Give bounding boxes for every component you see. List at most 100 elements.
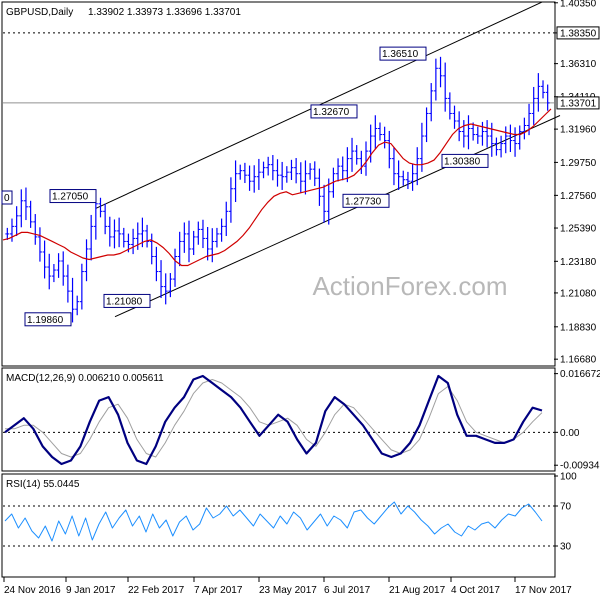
- price-bar: [117, 217, 122, 248]
- current-price-label: 1.33701: [560, 98, 597, 109]
- price-bar: [61, 251, 66, 286]
- price-bar: [266, 156, 271, 176]
- price-bar: [317, 168, 322, 206]
- rsi-title: RSI(14) 55.0445: [6, 479, 80, 490]
- annotation-label: 1.32670: [313, 107, 350, 118]
- price-annotation: 1.27050: [49, 189, 97, 204]
- price-bar: [84, 239, 89, 282]
- resistance-label: 1.38350: [560, 28, 597, 39]
- price-bar: [401, 170, 406, 186]
- x-tick-label: 7 Apr 2017: [194, 585, 243, 596]
- price-bar: [177, 231, 182, 267]
- price-bar: [191, 230, 196, 255]
- macd-tick-label: 0.016672: [560, 369, 600, 380]
- annotation-label: 1.19860: [27, 315, 64, 326]
- price-bar: [308, 163, 313, 180]
- price-bar: [219, 218, 224, 242]
- price-annotation: 1.30380: [441, 153, 489, 168]
- price-bar: [252, 165, 257, 193]
- price-bar: [312, 161, 317, 187]
- price-tick-label: 1.29750: [560, 158, 597, 169]
- price-bar: [508, 124, 513, 153]
- x-tick-label: 21 Aug 2017: [389, 585, 446, 596]
- price-bar: [350, 137, 355, 172]
- annotation-box: [103, 293, 151, 308]
- x-tick-label: 24 Nov 2016: [4, 585, 61, 596]
- current-price-box: [556, 96, 600, 110]
- price-bar: [452, 105, 457, 129]
- macd-signal-line: [5, 379, 543, 458]
- x-tick-label: 23 May 2017: [259, 585, 317, 596]
- price-bar: [373, 115, 378, 150]
- price-bar: [98, 197, 103, 218]
- price-bar: [168, 273, 173, 298]
- price-bar: [280, 161, 285, 190]
- price-bar: [485, 120, 490, 148]
- price-bar: [433, 58, 438, 101]
- price-bar: [112, 219, 117, 249]
- price-bar: [205, 226, 210, 261]
- price-bar: [443, 62, 448, 112]
- price-bar: [79, 263, 84, 310]
- price-bar: [270, 155, 275, 181]
- annotation-box: [49, 189, 97, 204]
- price-bar: [51, 264, 56, 283]
- price-bar: [56, 253, 61, 278]
- price-bar: [37, 227, 42, 262]
- channel-lower-line: [114, 115, 561, 318]
- price-bar: [5, 227, 10, 240]
- price-bar: [103, 203, 108, 235]
- price-bar: [419, 122, 424, 172]
- price-bar: [494, 137, 499, 156]
- price-bar: [210, 228, 215, 263]
- annotation-box: [379, 46, 427, 61]
- annotation-box: [310, 104, 358, 119]
- macd-tick-label: 0.00: [560, 428, 580, 439]
- price-bar: [457, 111, 462, 142]
- rsi-tick-label: 70: [560, 502, 572, 513]
- price-bar: [536, 73, 541, 112]
- annotation-label: 1.27730: [345, 196, 382, 207]
- x-tick-label: 9 Jan 2017: [66, 585, 116, 596]
- price-annotation: 1.36510: [379, 46, 427, 61]
- rsi-tick-label: 100: [560, 472, 577, 483]
- price-bar: [513, 127, 518, 157]
- price-bar: [200, 219, 205, 249]
- price-bar: [131, 228, 136, 255]
- x-tick-label: 4 Oct 2017: [451, 585, 500, 596]
- price-tick-label: 1.23180: [560, 257, 597, 268]
- price-bar: [499, 135, 504, 158]
- price-bar: [247, 165, 252, 191]
- price-bar: [163, 273, 168, 305]
- price-bar: [284, 166, 289, 183]
- price-bar: [47, 253, 52, 290]
- price-bar: [238, 164, 243, 180]
- price-bar: [396, 160, 401, 190]
- moving-average-line: [2, 108, 552, 267]
- price-bar: [33, 214, 38, 245]
- price-bar: [377, 122, 382, 141]
- price-bar: [275, 159, 280, 187]
- x-tick-label: 22 Feb 2017: [128, 585, 185, 596]
- rsi-tick-label: 30: [560, 542, 572, 553]
- price-bar: [89, 214, 94, 261]
- annotation-label: 1.21080: [106, 296, 143, 307]
- price-bar: [224, 201, 229, 237]
- price-bar: [364, 141, 369, 176]
- watermark: ActionForex.com: [312, 271, 507, 301]
- price-annotation: 1.21080: [103, 293, 151, 308]
- price-tick-label: 1.18830: [560, 322, 597, 333]
- macd-pane: [1, 367, 556, 472]
- price-bar: [531, 86, 536, 125]
- price-bar: [294, 158, 299, 184]
- price-bar: [23, 187, 28, 221]
- price-bar: [415, 147, 420, 186]
- price-tick-label: 1.25390: [560, 224, 597, 235]
- price-tick-label: 1.36310: [560, 59, 597, 70]
- price-bar: [149, 233, 154, 265]
- macd-tick-label: -0.009345: [560, 461, 600, 472]
- annotation-label: 1.30380: [444, 156, 481, 167]
- rsi-line: [4, 501, 543, 542]
- price-bar: [256, 158, 261, 190]
- price-bar: [461, 120, 466, 148]
